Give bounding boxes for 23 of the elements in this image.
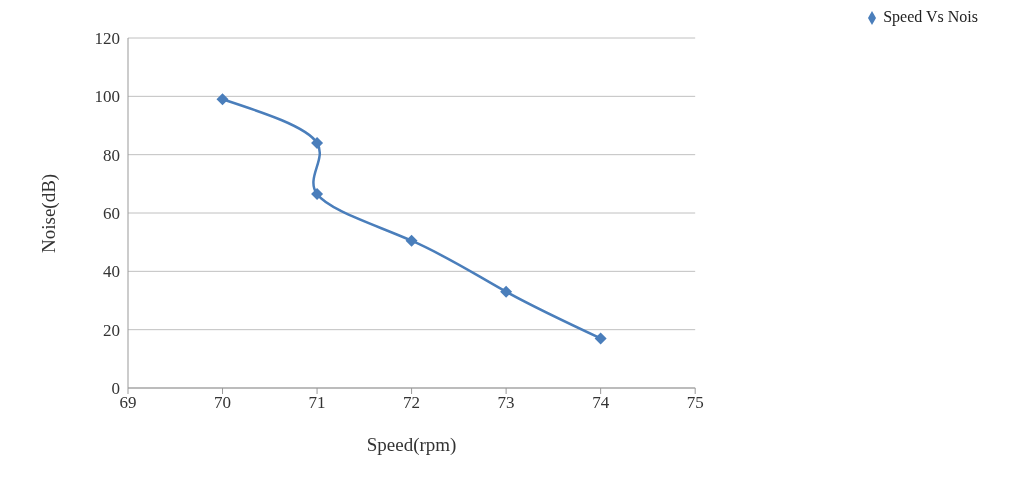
y-tick-label: 0	[111, 379, 120, 399]
y-tick-label: 80	[103, 145, 120, 165]
point	[500, 285, 513, 298]
x-tick-label: 69	[119, 393, 137, 413]
point	[216, 93, 229, 106]
point	[311, 188, 324, 201]
y-tick-label: 100	[94, 87, 120, 107]
x-tick-label: 74	[592, 393, 610, 413]
x-tick-label: 73	[497, 393, 515, 413]
y-tick-label: 20	[103, 320, 120, 340]
y-tick-label: 60	[103, 204, 120, 224]
x-tick-label: 71	[308, 393, 326, 413]
x-tick-label: 75	[686, 393, 704, 413]
point	[405, 234, 418, 247]
legend-label: Speed Vs Nois	[883, 8, 978, 25]
y-tick-label: 40	[103, 262, 120, 282]
y-axis-title: Noise(dB)	[37, 173, 60, 253]
point	[594, 332, 607, 345]
x-axis-title: Speed(rpm)	[366, 434, 457, 457]
x-tick-label: 70	[214, 393, 232, 413]
y-tick-label: 120	[94, 29, 120, 49]
point	[311, 137, 324, 149]
x-tick-label: 72	[403, 393, 421, 413]
